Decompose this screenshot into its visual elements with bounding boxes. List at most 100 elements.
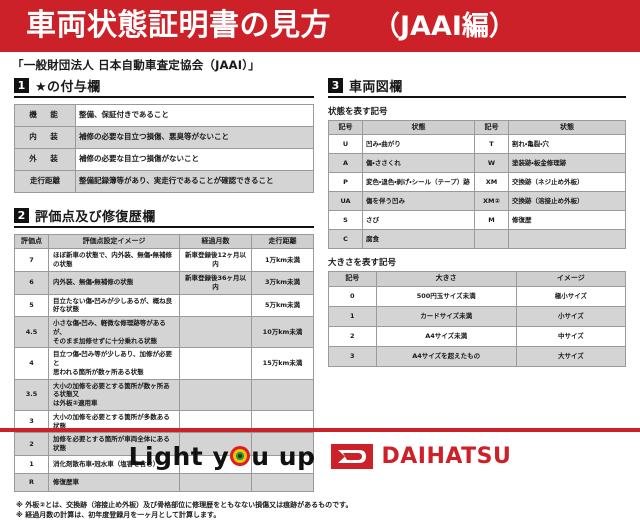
condition-symbol-left: P xyxy=(328,172,363,193)
table-row: A 傷・ささくれ W 塗装跡・板金修理跡 xyxy=(328,153,626,174)
score-months: 新車登録後12ヶ月以内 xyxy=(179,248,252,272)
page-title-suffix: （JAAI編） xyxy=(373,10,516,42)
table-row: 4 目立つ傷・凹み等が少しあり、加修が必要と 思われる箇所が数ヶ所ある状態 15万km… xyxy=(14,347,314,380)
table-header-row: 記号 状態 記号 状態 xyxy=(328,119,626,136)
size-image-label: 中サイズ xyxy=(515,325,627,347)
table-row: 3.5 大小の加修を必要とする箇所が数ヶ所ある状態又 は外板②適用車 xyxy=(14,378,314,411)
condition-symbol-right: XM xyxy=(474,172,509,193)
condition-desc-right: 塗装跡・板金修理跡 xyxy=(508,153,626,174)
size-value: 500円玉サイズ未満 xyxy=(375,285,517,307)
daihatsu-d-logo-icon xyxy=(331,443,374,469)
size-symbol: 0 xyxy=(328,285,377,307)
tagline-text-after: u up xyxy=(251,441,316,471)
right-column: 3 車両図欄 状態を表す記号 記号 状態 記号 状態 U 凹み・曲がり T 割れ・亀裂・穴 A… xyxy=(328,76,627,492)
score-distance: 10万km未満 xyxy=(251,316,314,349)
score-column-header: 評価点 xyxy=(14,233,49,250)
score-months xyxy=(179,347,252,380)
size-column-header: 記号 xyxy=(328,271,377,287)
section-1-heading: 1 ★の付与欄 xyxy=(14,76,314,98)
condition-symbol-left: C xyxy=(328,229,363,250)
size-symbol: 1 xyxy=(328,305,377,327)
size-symbols-head: 記号 大きさ イメージ xyxy=(328,271,627,287)
score-description: 目立つ傷・凹み等が少しあり、加修が必要と 思われる箇所が数ヶ所ある状態 xyxy=(48,347,180,380)
star-row-text: 補修の必要な目立つ損傷がないこと xyxy=(75,148,314,171)
section-1-title: ★の付与欄 xyxy=(35,80,101,95)
table-row: 内 装補修の必要な目立つ損傷、悪臭等がないこと xyxy=(14,126,314,149)
table-row: 3 大小の加修を必要とする箇所が多数ある状態 xyxy=(14,409,314,434)
condition-desc-right xyxy=(508,229,626,250)
condition-symbol-left: A xyxy=(328,153,363,174)
score-value: 5 xyxy=(14,293,49,318)
score-column-header: 走行距離 xyxy=(251,233,314,250)
score-value: 3.5 xyxy=(14,378,49,411)
star-row-text: 整備記録簿等があり、実走行であることが確認できること xyxy=(75,170,314,193)
condition-desc-right: 交換跡（溶接止め外板） xyxy=(508,191,626,212)
star-grant-body: 機 能整備、保証付きであること内 装補修の必要な目立つ損傷、悪臭等がないこと外 … xyxy=(14,104,314,193)
condition-symbol-right: T xyxy=(474,134,509,155)
condition-desc-right: 割れ・亀裂・穴 xyxy=(508,134,626,155)
page-footer: Light y u up DAIHATSU xyxy=(0,432,640,480)
size-value: A4サイズ未満 xyxy=(375,325,517,347)
score-value: 3 xyxy=(14,409,49,434)
condition-symbol-left: S xyxy=(328,210,363,231)
score-value: 7 xyxy=(14,248,49,272)
table-header-row: 記号 大きさ イメージ xyxy=(328,271,627,287)
score-table-head: 評価点 評価点設定イメージ 経過月数 走行距離 xyxy=(14,233,314,250)
table-row: 7 ほぼ新車の状態で、内外装、無傷・無補修の状態 新車登録後12ヶ月以内 1万km未満 xyxy=(14,248,314,272)
table-row: 機 能整備、保証付きであること xyxy=(14,104,314,127)
score-description: 小さな傷・凹み、軽微な修理跡等があるが、 そのまま加修せずに十分乗れる状態 xyxy=(48,316,180,349)
condition-symbols-body: U 凹み・曲がり T 割れ・亀裂・穴 A 傷・ささくれ W 塗装跡・板金修理跡 P 変色・退色・剥… xyxy=(328,134,626,250)
table-header-row: 評価点 評価点設定イメージ 経過月数 走行距離 xyxy=(14,233,314,250)
table-row: 外 装補修の必要な目立つ損傷がないこと xyxy=(14,148,314,171)
size-column-header: イメージ xyxy=(515,271,627,287)
condition-symbol-left: UA xyxy=(328,191,363,212)
condition-desc-left: 変色・退色・剥げ・シール（テープ）跡 xyxy=(362,172,475,193)
score-distance xyxy=(251,454,314,474)
star-row-label: 外 装 xyxy=(14,148,76,171)
score-distance: 5万km未満 xyxy=(251,293,314,318)
star-row-label: 走行距離 xyxy=(14,170,76,193)
table-row: U 凹み・曲がり T 割れ・亀裂・穴 xyxy=(328,134,626,155)
table-row: P 変色・退色・剥げ・シール（テープ）跡 XM 交換跡（ネジ止め外板） xyxy=(328,172,626,193)
page-header: 車両状態証明書の見方 （JAAI編） xyxy=(0,0,640,52)
daihatsu-wordmark: DAIHATSU xyxy=(381,443,512,469)
star-row-text: 整備、保証付きであること xyxy=(75,104,314,127)
score-months: 新車登録後36ヶ月以内 xyxy=(179,270,252,295)
condition-column-header: 状態 xyxy=(362,119,475,136)
section-2-title: 評価点及び修復歴欄 xyxy=(35,210,156,225)
size-value: A4サイズを超えたもの xyxy=(375,345,517,367)
table-row: 2 A4サイズ未満 中サイズ xyxy=(328,325,627,347)
brand-tagline: Light y u up xyxy=(129,442,316,471)
size-symbol: 2 xyxy=(328,325,377,347)
score-months xyxy=(179,293,252,318)
section-3-title: 車両図欄 xyxy=(349,80,403,95)
condition-symbol-right: M xyxy=(474,210,509,231)
tagline-text-before: Light y xyxy=(128,441,230,471)
score-value: 4 xyxy=(14,347,49,380)
condition-desc-left: さび xyxy=(362,210,475,231)
table-row: 6 内外装、無傷・無補修の状態 新車登録後36ヶ月以内 3万km未満 xyxy=(14,270,314,295)
condition-symbols-table: 記号 状態 記号 状態 U 凹み・曲がり T 割れ・亀裂・穴 A 傷・ささくれ W 塗装跡・板金修理… xyxy=(328,119,626,250)
score-months xyxy=(179,316,252,349)
size-column-header: 大きさ xyxy=(375,271,517,287)
score-distance: 1万km未満 xyxy=(251,248,314,272)
condition-symbol-left: U xyxy=(328,134,363,155)
rainbow-o-icon xyxy=(230,446,251,466)
score-value: 2 xyxy=(14,432,49,456)
section-3-heading: 3 車両図欄 xyxy=(328,76,626,98)
size-symbols-body: 0 500円玉サイズ未満 極小サイズ 1 カードサイズ未満 小サイズ 2 A4サイズ未満 中サイ… xyxy=(328,285,627,367)
score-description: 大小の加修を必要とする箇所が数ヶ所ある状態又 は外板②適用車 xyxy=(48,378,180,411)
section-2-heading: 2 評価点及び修復歴欄 xyxy=(14,206,314,228)
table-row: C 腐食 xyxy=(328,229,626,250)
score-description: 目立たない傷・凹みが少しあるが、概ね良好な状態 xyxy=(48,293,180,318)
score-description: 内外装、無傷・無補修の状態 xyxy=(48,270,180,295)
condition-desc-right: 交換跡（ネジ止め外板） xyxy=(508,172,626,193)
organization-line: 「一般財団法人 日本自動車査定協会（JAAI）」 xyxy=(12,58,260,72)
footer-divider xyxy=(0,428,640,432)
daihatsu-brand: DAIHATSU xyxy=(331,443,512,469)
page-title: 車両状態証明書の見方 xyxy=(26,8,331,43)
condition-desc-right: 修復歴 xyxy=(508,210,626,231)
condition-symbols-head: 記号 状態 記号 状態 xyxy=(328,119,626,136)
condition-desc-left: 凹み・曲がり xyxy=(362,134,475,155)
table-row: 3 A4サイズを超えたもの 大サイズ xyxy=(328,345,627,367)
